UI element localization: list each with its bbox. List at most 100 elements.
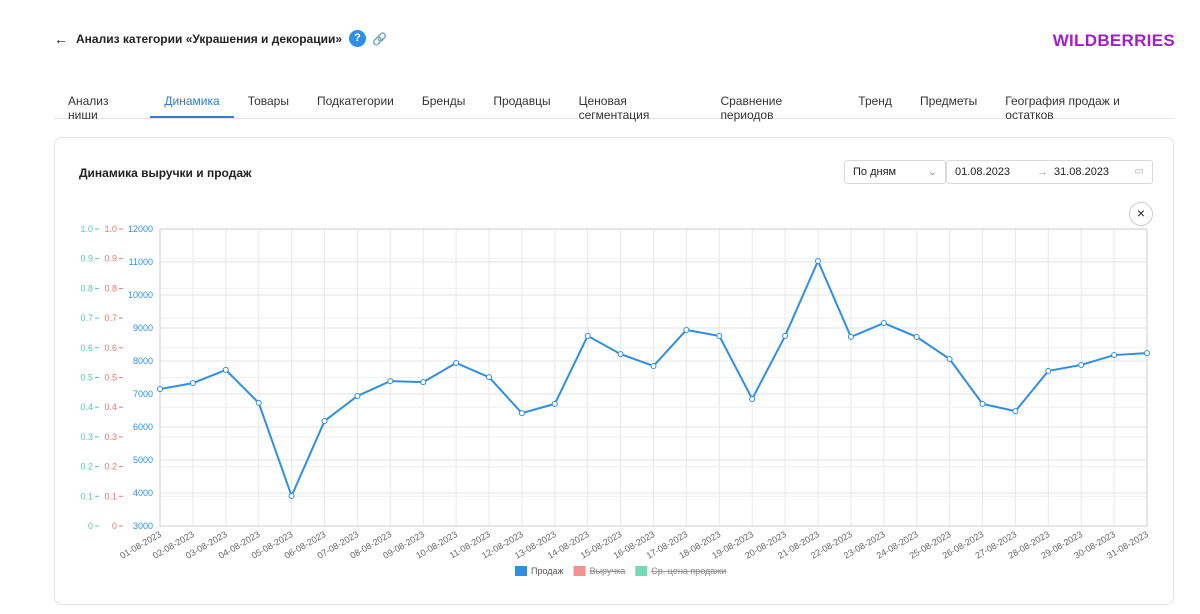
y-tick-label: 0.7 — [80, 313, 93, 323]
tab[interactable]: География продаж и остатков — [1005, 94, 1120, 122]
y-tick-label: 0.8 — [80, 283, 93, 293]
y-tick-label: 1.0 — [80, 224, 93, 234]
y-tick-label: 0.1 — [104, 491, 117, 501]
tab[interactable]: Предметы — [919, 94, 978, 108]
y-tick-label: 7000 — [133, 389, 153, 399]
period-value: По дням — [853, 166, 897, 178]
y-tick-label: 0.7 — [104, 313, 117, 323]
y-tick-label: 0 — [112, 521, 117, 531]
y-tick-label: 0.6 — [104, 343, 117, 353]
point — [815, 258, 821, 265]
tab[interactable]: Бренды — [421, 94, 466, 108]
point — [979, 400, 986, 407]
plot-frame — [159, 228, 1148, 527]
point — [880, 320, 887, 327]
y-tick-label: 0.2 — [104, 462, 117, 472]
y-tick-label: 0.3 — [104, 432, 117, 442]
y-tick-label: 5000 — [133, 455, 153, 465]
tab[interactable]: Ценовая сегментация — [578, 94, 650, 122]
y-tick-label: 6000 — [133, 422, 153, 432]
range-arrow: → — [1037, 166, 1048, 178]
link-icon[interactable]: 🔗 — [372, 31, 387, 46]
y-tick-label: 9000 — [133, 323, 153, 333]
point — [189, 380, 196, 387]
y-tick-label: 0.4 — [104, 402, 117, 412]
point — [453, 359, 460, 366]
date-range[interactable]: 01.08.2023 → 31.08.2023 ▭ — [946, 160, 1153, 184]
legend-label: Выручка — [590, 566, 626, 576]
chart-card: Динамика выручки и продаж По дням ⌄ 01.08… — [54, 137, 1174, 605]
date-from: 01.08.2023 — [955, 166, 1011, 178]
y-tick-label: 0.2 — [80, 462, 93, 472]
y-tick-label: 8000 — [133, 356, 153, 366]
tab[interactable]: Тренд — [858, 94, 892, 108]
y-tick-label: 4000 — [133, 488, 153, 498]
y-tick-label: 0.8 — [104, 283, 117, 293]
y-tick-label: 0.4 — [80, 402, 93, 412]
y-tick-label: 0.9 — [80, 254, 93, 264]
y-tick-label: 12000 — [128, 224, 153, 234]
point — [157, 386, 163, 393]
point — [847, 333, 854, 340]
y-tick-label: 10000 — [128, 290, 153, 300]
point — [354, 392, 361, 399]
tab[interactable]: Подкатегории — [316, 94, 394, 108]
help-icon[interactable]: ? — [349, 30, 367, 47]
close-button[interactable]: × — [1129, 202, 1153, 226]
y-tick-label: 0 — [88, 521, 93, 531]
y-tick-label: 1.0 — [104, 224, 117, 234]
point — [288, 492, 295, 499]
tab[interactable]: Анализ ниши — [68, 94, 109, 122]
point — [782, 332, 789, 339]
header: ← Анализ категории «Украшения и декораци… — [54, 30, 387, 47]
legend-swatch — [573, 566, 586, 576]
tab[interactable]: Товары — [247, 94, 289, 108]
y-tick-label: 0.6 — [80, 343, 93, 353]
point — [650, 362, 657, 369]
y-tick-label: 0.5 — [80, 373, 93, 383]
point — [321, 418, 328, 425]
tab[interactable]: Продавцы — [493, 94, 551, 108]
point — [749, 395, 756, 402]
y-tick-label: 0.9 — [104, 254, 117, 264]
period-select[interactable]: По дням ⌄ — [844, 160, 946, 184]
point — [1144, 350, 1150, 357]
point — [420, 379, 427, 386]
page-title: Анализ категории «Украшения и декорации» — [76, 31, 343, 46]
point — [518, 410, 525, 417]
point — [1012, 408, 1019, 415]
tab-bar: Анализ ниши Динамика Товары Подкатегории Бре… — [54, 86, 1174, 122]
point — [486, 374, 492, 381]
point — [255, 399, 262, 406]
y-tick-label: 0.1 — [80, 491, 93, 501]
point — [551, 400, 558, 407]
point — [913, 333, 920, 340]
tab[interactable]: Сравнение периодов — [720, 94, 783, 122]
chevron: ⌄ — [927, 166, 937, 178]
y-tick-label: 0.3 — [80, 432, 93, 442]
legend-swatch — [515, 566, 527, 576]
point — [1078, 361, 1085, 368]
legend-label: Ср. цена продажи — [651, 566, 726, 576]
y-tick-label: 3000 — [133, 521, 153, 531]
point — [1045, 367, 1052, 374]
y-tick-label: 0.5 — [104, 373, 117, 383]
y-tick-label: 11000 — [129, 257, 153, 267]
point — [222, 366, 229, 373]
legend-label: Продаж — [531, 566, 564, 576]
calendar-icon: ▭ — [1134, 166, 1144, 177]
point — [617, 351, 624, 358]
point — [946, 356, 953, 363]
date-to: 31.08.2023 — [1054, 166, 1110, 178]
back-arrow[interactable]: ← — [54, 30, 68, 47]
tab[interactable]: Динамика — [150, 86, 234, 118]
point — [683, 326, 690, 333]
point — [387, 378, 394, 385]
point — [1111, 352, 1118, 359]
logo: WILDBERRIES — [1052, 31, 1175, 50]
card-title: Динамика выручки и продаж — [79, 166, 252, 180]
point — [716, 332, 723, 339]
legend-swatch — [635, 566, 648, 576]
